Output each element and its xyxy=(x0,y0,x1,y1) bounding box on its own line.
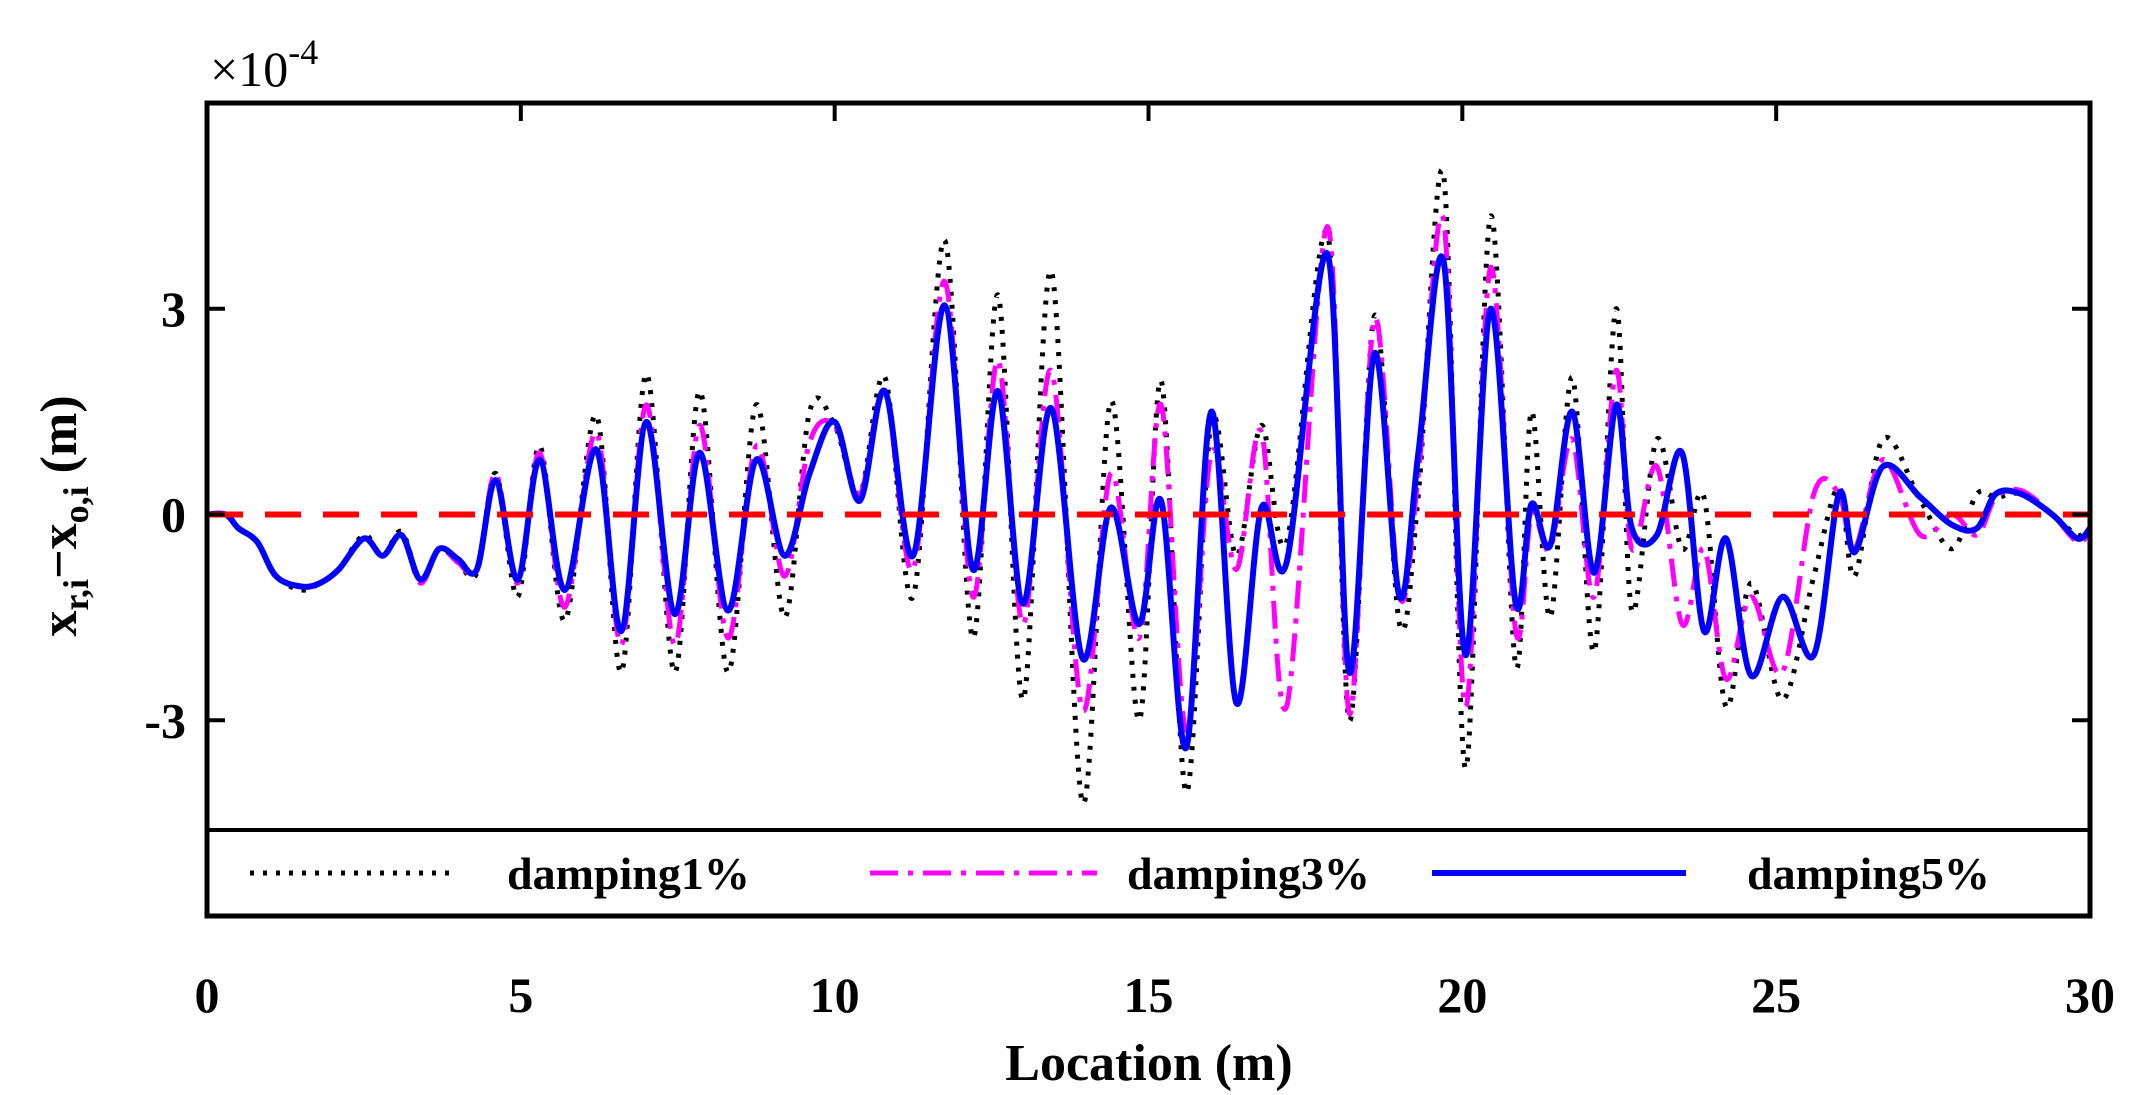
x-tick-label: 25 xyxy=(1751,967,1801,1023)
y-label-sub2: o,i xyxy=(56,486,96,523)
y-label-x1: x xyxy=(31,611,88,637)
y-exponent-label: ×10-4 xyxy=(210,32,318,97)
svg-text:×10-4: ×10-4 xyxy=(210,32,318,97)
legend-label-damping5: damping5% xyxy=(1747,848,1990,899)
y-exponent-base: ×10 xyxy=(210,41,288,97)
y-tick-label: 0 xyxy=(161,487,186,543)
y-exponent-power: -4 xyxy=(288,32,318,72)
x-tick-label: 30 xyxy=(2065,967,2115,1023)
plot-frame xyxy=(204,100,2093,919)
y-tick-label: 3 xyxy=(161,281,186,337)
ticks-layer: 0 5 10 15 20 25 30 -3 0 3 xyxy=(144,103,2115,1023)
x-axis-label: Location (m) xyxy=(1005,1035,1292,1092)
y-axis-label: xr,i−xo,i (m) xyxy=(31,395,96,636)
x-tick-label: 15 xyxy=(1124,967,1174,1023)
x-tick-label: 5 xyxy=(508,967,533,1023)
y-label-x2: x xyxy=(31,523,88,549)
x-tick-label: 20 xyxy=(1437,967,1487,1023)
y-label-minus: − xyxy=(31,549,88,579)
y-label-unit: (m) xyxy=(31,395,88,486)
legend: damping1% damping3% damping5% xyxy=(207,828,2090,899)
x-tick-label: 0 xyxy=(195,967,220,1023)
y-tick-label: -3 xyxy=(144,692,186,748)
legend-label-damping1: damping1% xyxy=(507,848,750,899)
series-line-damping5 xyxy=(207,250,2090,751)
y-label-sub1: r,i xyxy=(56,579,96,611)
legend-label-damping3: damping3% xyxy=(1127,848,1370,899)
series-line-damping1 xyxy=(207,168,2090,806)
x-tick-label: 10 xyxy=(810,967,860,1023)
